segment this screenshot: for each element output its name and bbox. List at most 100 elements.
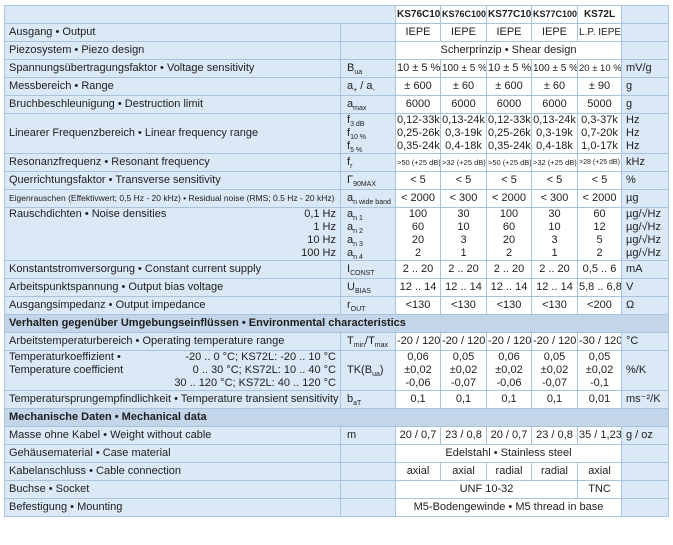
symbol-line: Γ90MAX [347,174,391,188]
label-line: Temperatursprungempfindlichkeit • Temper… [9,393,339,405]
row-label: Linearer Frequenzbereich • Linear freque… [4,113,341,154]
value-line: -0,06 [405,377,431,389]
label-line: Messbereich • Range [9,80,114,92]
value: 0,1 [395,390,441,409]
value: -20 / 120 [395,332,441,351]
spec-row: Konstantstromversorgung • Constant curre… [4,260,669,279]
value-line: -20 / 120 [397,335,441,347]
label-line: Temperaturkoeffizient • [9,351,121,364]
value: 10 ± 5 % [395,59,441,78]
unit: ms⁻²/K [621,390,669,409]
symbol-line: f10 % [347,127,391,141]
value-line: 0,3-19k [445,127,482,139]
symbol-main: a [347,80,354,92]
model-name: KS76C10 [395,5,441,24]
symbol: TK(Bua) [340,350,396,391]
label-line: Kabelanschluss • Cable connection [9,465,182,477]
symbol-sub: n 4 [353,254,363,261]
value-line: -0,06 [496,377,522,389]
value: 2 .. 20 [531,260,578,279]
value: 100 ± 5 % [440,59,487,78]
label-line: Querrichtungsfaktor • Transverse sensiti… [9,174,221,186]
unit-line: g [626,80,633,92]
symbol-line: ICONST [347,263,391,277]
label-wrap: Ausgang • Output [9,26,336,39]
value-line: 0,4-18k [536,140,573,152]
symbol-line: an 4 [347,247,391,260]
value-line: 0,5 .. 6 [582,263,617,275]
value: < 2000 [486,189,532,208]
value: -30 / 120 [577,332,622,351]
symbol-main: a [347,208,354,221]
unit: °C [621,332,669,351]
value: >50 (+25 dB) [486,153,532,172]
value-line: IEPE [496,26,522,38]
value-line: 30 [457,208,470,221]
conditions: -20 .. 0 °C; KS72L: -20 .. 10 °C 0 .. 30 … [174,352,336,390]
value-line: < 2000 [401,192,435,204]
value: 100 ± 5 % [531,59,578,78]
label-text: Masse ohne Kabel • Weight without cable [9,429,211,442]
value-line: 23 / 0,8 [536,429,573,441]
spec-row: Temperatursprungempfindlichkeit • Temper… [4,390,669,409]
value-line: -20 / 120 [533,335,577,347]
value-line: >28 (+25 dB) [579,159,620,166]
symbol-sub: OUT [350,306,366,313]
value-line: UNF 10-32 [459,483,514,495]
value: < 2000 [577,189,622,208]
unit-line: °C [626,335,639,347]
symbol: rOUT [340,296,396,315]
label-text: Piezosystem • Piezo design [9,44,144,57]
symbol-line: rOUT [347,299,391,313]
label-wrap: Rauschdichten • Noise densities 0,1 Hz 1 H… [9,209,336,260]
value-line: 12 .. 14 [445,281,482,293]
symbol-sub: ua [372,371,380,378]
value-line: ±0,02 [449,364,478,376]
condition: 1 Hz [313,221,336,233]
symbol: UBIAS [340,278,396,297]
value: 100 60 20 2 [486,207,532,261]
spec-row: Querrichtungsfaktor • Transverse sensiti… [4,171,669,190]
row-label: Querrichtungsfaktor • Transverse sensiti… [4,171,341,190]
value-line: axial [452,465,475,477]
value-line: 100 [499,208,519,221]
value-line: < 300 [540,192,569,204]
row-label: Ausgang • Output [4,23,341,42]
value-line: IEPE [541,26,568,38]
value-line: ±0,02 [585,364,614,376]
value-line: 0,25-26k [397,127,440,139]
value-line: -20 / 120 [442,335,486,347]
value-line: 60 [502,221,516,233]
symbol-sub: 5 % [350,147,363,154]
value-line: 20 / 0,7 [399,429,437,441]
unit [621,41,669,60]
value-line: 10 ± 5 % [397,62,441,74]
spec-row: Ausgangsimpedanz • Output impedance rOUT <… [4,296,669,315]
row-label: Konstantstromversorgung • Constant curre… [4,260,341,279]
value: <200 [577,296,622,315]
section-title: Mechanische Daten • Mechanical data [4,408,669,427]
value-line: < 5 [410,174,426,186]
label-text: Rauschdichten • Noise densities [9,209,166,260]
value: 6000 [486,95,532,114]
value: 10 ± 5 % [486,59,532,78]
value: 35 / 1,23 [577,426,622,445]
spec-row: Linearer Frequenzbereich • Linear freque… [4,113,669,154]
value: Scherprinzip • Shear design [395,41,622,60]
row-label: Arbeitstemperaturbereich • Operating tem… [4,332,341,351]
value-line: >32 (+25 dB) [533,158,577,167]
value-line: <130 [542,299,567,311]
symbol-sub: 10 % [350,134,367,141]
value: 60 12 5 2 [577,207,622,261]
row-label: Resonanzfrequenz • Resonant frequency [4,153,341,172]
symbol-line: an 1 [347,208,391,223]
value: TNC [577,480,622,499]
value: < 5 [395,171,441,190]
unit: % [621,171,669,190]
symbol-main: r [347,299,351,311]
unit-line: µg/√Hz [626,221,661,233]
unit-line: Hz [626,127,640,139]
value-line: 5 [596,234,603,246]
value-line: M5-Bodengewinde • M5 thread in base [413,501,604,513]
value: < 300 [440,189,487,208]
